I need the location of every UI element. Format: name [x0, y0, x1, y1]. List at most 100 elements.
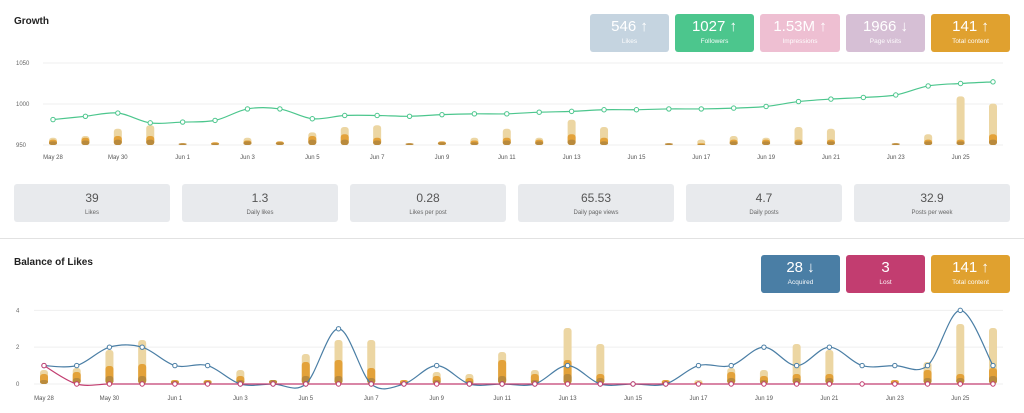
data-point	[663, 381, 669, 387]
lost-tile[interactable]: 3 Lost	[846, 255, 925, 293]
data-point	[172, 381, 178, 387]
x-tick-label: May 28	[34, 396, 54, 402]
series-line	[43, 365, 993, 386]
bar-dark	[243, 141, 252, 145]
arrow-up-icon: ↑	[640, 18, 648, 35]
series-line	[52, 81, 994, 125]
data-point	[41, 362, 47, 369]
data-point	[826, 381, 833, 387]
data-point	[335, 326, 342, 332]
data-point	[139, 381, 145, 387]
data-point	[309, 116, 316, 122]
data-point	[433, 381, 440, 387]
bar-dark	[81, 140, 90, 145]
data-point	[277, 106, 283, 112]
data-point	[859, 381, 865, 387]
lost-label: Lost	[879, 279, 892, 286]
likes-value: 546	[611, 18, 637, 35]
page-visits-tile[interactable]: 1966 ↓ Page visits	[846, 14, 925, 52]
x-tick-label: Jun 13	[563, 155, 582, 161]
followers-tile[interactable]: 1027 ↑ Followers	[675, 14, 754, 52]
bar-dark	[211, 143, 220, 145]
data-point	[244, 106, 251, 112]
x-tick-label: Jun 1	[175, 155, 190, 161]
data-point	[728, 362, 734, 369]
x-tick-label: Jun 13	[559, 396, 578, 402]
data-point	[893, 92, 899, 98]
lost-value: 3	[881, 259, 890, 276]
data-point	[106, 344, 113, 350]
likes-tile[interactable]: 546 ↑ Likes	[590, 14, 669, 52]
x-tick-label: Jun 23	[887, 155, 906, 161]
bar-dark	[729, 141, 738, 145]
data-point	[212, 117, 218, 124]
arrow-down-icon: ↓	[900, 18, 909, 35]
bar-dark	[437, 142, 446, 145]
data-point	[925, 83, 931, 89]
x-tick-label: Jun 1	[168, 396, 183, 402]
bar-dark	[178, 143, 187, 145]
data-point	[859, 362, 865, 369]
impressions-tile[interactable]: 1.53M ↑ Impressions	[760, 14, 840, 52]
stat-daily-likes: 1.3 Daily likes	[182, 184, 338, 222]
x-tick-label: Jun 23	[886, 396, 905, 402]
data-point	[237, 381, 244, 387]
data-point	[793, 362, 800, 369]
acquired-tile[interactable]: 28 ↓ Acquired	[761, 255, 840, 293]
data-point	[990, 79, 996, 85]
x-tick-label: Jun 19	[757, 155, 776, 161]
stat-likes-value: 39	[85, 191, 99, 205]
data-point	[730, 105, 737, 111]
data-point	[601, 107, 607, 113]
data-point	[74, 362, 80, 369]
total-content-tile[interactable]: 141 ↑ Total content	[931, 14, 1010, 52]
y-tick-label: 4	[16, 308, 20, 314]
followers-value: 1027	[691, 18, 726, 35]
data-point	[82, 113, 89, 120]
x-tick-label: Jun 3	[240, 155, 255, 161]
arrow-up-icon: ↑	[981, 259, 989, 276]
stat-daily-likes-label: Daily likes	[246, 210, 274, 216]
series-line	[43, 309, 994, 390]
bar-light	[956, 96, 965, 145]
balance-total-content-value: 141	[952, 259, 978, 276]
y-tick-label: 0	[16, 382, 20, 388]
x-tick-label: May 30	[100, 396, 120, 402]
x-tick-label: Jun 21	[822, 155, 841, 161]
data-point	[303, 381, 309, 387]
y-tick-label: 1050	[16, 61, 30, 67]
stat-daily-page-views: 65.53 Daily page views	[518, 184, 674, 222]
balance-chart: 0 2 4 May 28 May 30 Jun 1 Jun 3 Jun 5 Jun 7 Jun 9…	[16, 307, 1003, 402]
arrow-up-icon: ↑	[729, 18, 738, 35]
data-point	[179, 119, 186, 125]
x-tick-label: Jun 5	[298, 396, 313, 402]
data-point	[74, 381, 80, 387]
bar-dark	[373, 140, 382, 145]
data-point	[504, 111, 510, 117]
bar-light	[596, 344, 605, 384]
acquired-value: 28	[786, 259, 803, 276]
data-point	[666, 106, 672, 112]
balance-total-content-tile[interactable]: 141 ↑ Total content	[931, 255, 1010, 293]
data-point	[630, 381, 636, 387]
stat-daily-page-views-label: Daily page views	[573, 210, 619, 216]
x-tick-label: Jun 5	[305, 155, 320, 161]
bar-dark	[138, 376, 147, 384]
page-visits-value: 1966	[862, 18, 897, 35]
bar-dark	[340, 139, 349, 145]
arrow-down-icon: ↓	[807, 259, 815, 276]
data-point	[793, 381, 800, 387]
data-point	[368, 381, 374, 387]
data-point	[828, 96, 834, 102]
stat-posts-per-week-value: 32.9	[920, 191, 944, 205]
stat-likes-per-post-label: Likes per post	[409, 210, 447, 216]
bar-dark	[697, 144, 706, 145]
bar-dark	[49, 141, 57, 145]
stat-likes-per-post-value: 0.28	[416, 191, 440, 205]
bar-dark	[989, 139, 997, 145]
data-point	[761, 344, 767, 350]
data-point	[204, 381, 211, 387]
page-visits-label: Page visits	[869, 38, 902, 45]
data-point	[763, 103, 769, 110]
bar-dark	[105, 376, 114, 384]
